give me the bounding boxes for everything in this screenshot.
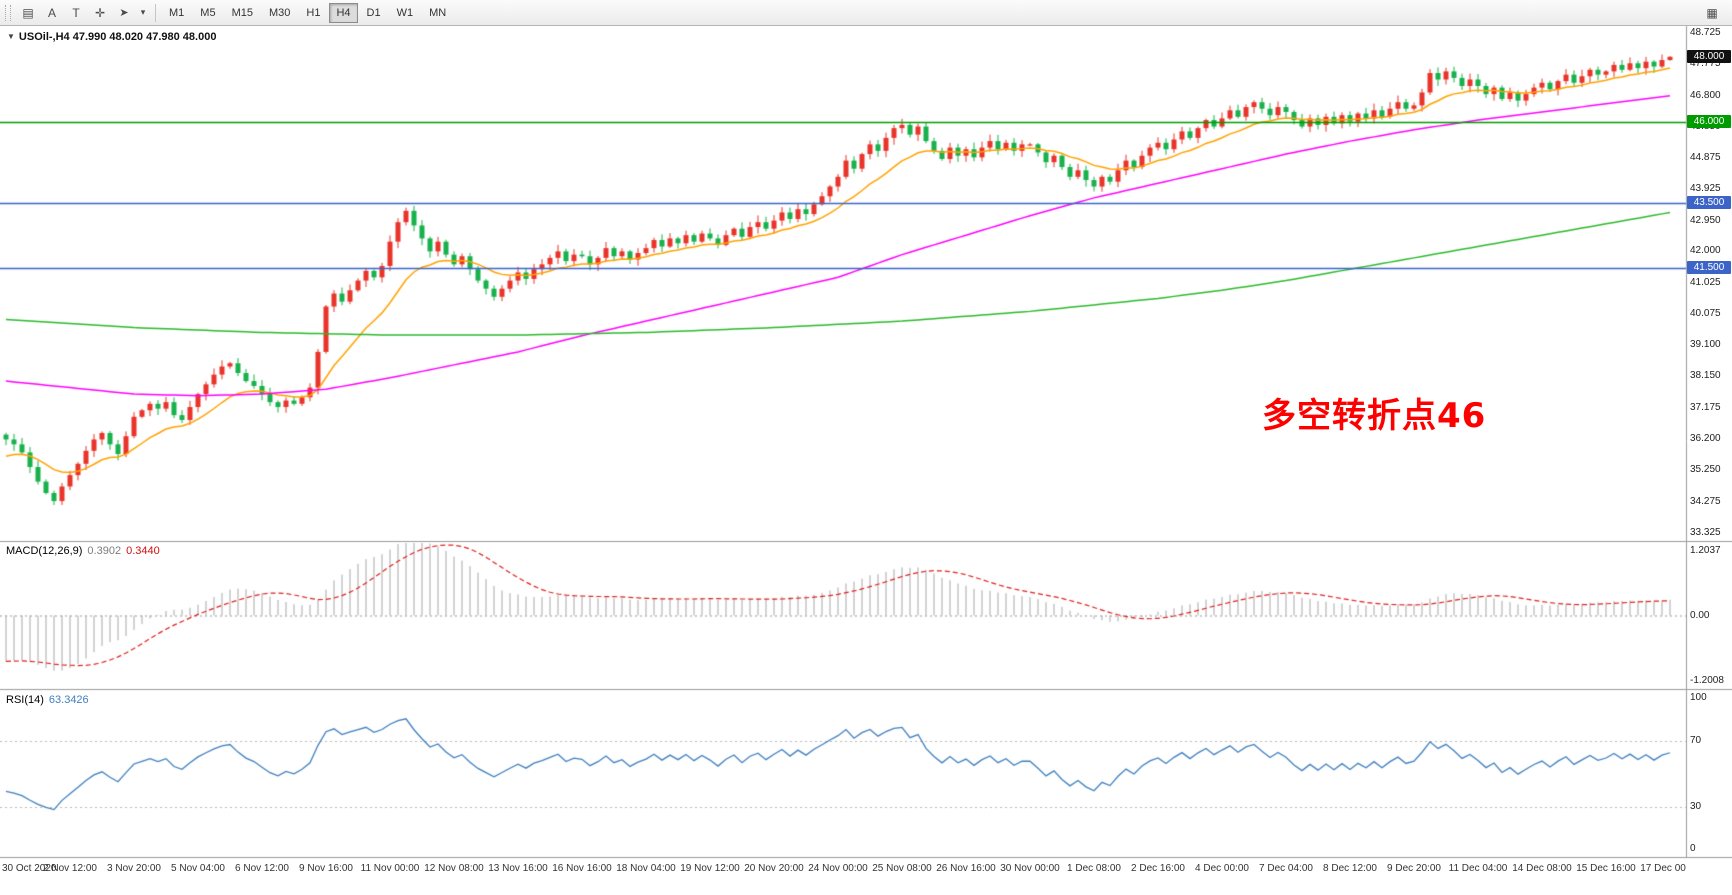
price-axis-label: 42.000 — [1690, 245, 1721, 257]
price-axis[interactable]: 48.72547.77546.80045.85044.87543.92542.9… — [1686, 26, 1732, 858]
time-axis-label: 25 Nov 08:00 — [872, 863, 932, 874]
macd-signal-value: 0.3440 — [126, 545, 160, 557]
time-axis-label: 9 Nov 16:00 — [299, 863, 353, 874]
price-axis-label: 41.025 — [1690, 277, 1721, 288]
price-tag-41.500: 41.500 — [1687, 261, 1731, 275]
quote-line: ▼ USOil-,H4 47.990 48.020 47.980 48.000 — [7, 31, 216, 43]
grid-icon[interactable]: ▦ — [1706, 5, 1718, 20]
price-axis-label: 34.275 — [1690, 495, 1721, 507]
macd-axis-label: -1.2008 — [1690, 675, 1724, 686]
time-axis-label: 11 Dec 04:00 — [1448, 863, 1508, 874]
time-axis-label: 2 Nov 12:00 — [43, 863, 97, 874]
time-axis-label: 4 Dec 00:00 — [1195, 863, 1249, 874]
timeframe-button-m15[interactable]: M15 — [231, 6, 253, 19]
time-axis-label: 18 Nov 04:00 — [616, 863, 676, 874]
price-axis-label: 38.150 — [1690, 370, 1721, 382]
price-axis-label: 36.200 — [1690, 433, 1721, 445]
time-axis-label: 2 Dec 16:00 — [1131, 863, 1185, 874]
price-axis-label: 43.925 — [1690, 182, 1721, 194]
quote-text: USOil-,H4 47.990 48.020 47.980 48.000 — [18, 31, 217, 43]
time-axis-label: 6 Nov 12:00 — [235, 863, 289, 874]
timeframe-button-m5[interactable]: M5 — [200, 6, 216, 19]
timeframe-button-d1[interactable]: D1 — [366, 6, 381, 19]
caret-down-icon[interactable]: ▾ — [140, 7, 146, 17]
tools-group: ▤ A T ✛ ➤ ▾ — [16, 2, 150, 24]
text-tool-icon[interactable]: T — [72, 5, 80, 20]
rsi-axis-label: 0 — [1690, 843, 1696, 854]
toolbar: ▤ A T ✛ ➤ ▾ M1 M5 M15 M30 H1 H4 D1 W1 MN ▦ — [0, 0, 1732, 26]
collapse-triangle-icon[interactable]: ▼ — [7, 32, 15, 41]
time-axis-label: 11 Nov 00:00 — [360, 863, 420, 874]
time-axis-label: 8 Dec 12:00 — [1323, 863, 1377, 874]
rsi-axis-label: 30 — [1690, 800, 1702, 812]
cursor-icon[interactable]: ➤ — [119, 7, 129, 19]
macd-axis-label: 0.00 — [1690, 609, 1710, 621]
timeframe-button-h4[interactable]: H4 — [329, 2, 358, 23]
timeframe-button-mn[interactable]: MN — [429, 6, 447, 19]
price-axis-label: 35.250 — [1690, 464, 1721, 476]
rsi-axis-label: 70 — [1690, 734, 1702, 746]
time-axis-label: 14 Dec 08:00 — [1512, 863, 1572, 874]
time-axis-label: 17 Dec 00:00 — [1640, 863, 1686, 874]
rsi-indicator-label: RSI(14) 63.3426 — [6, 694, 89, 706]
time-axis[interactable]: 30 Oct 2020 2 Nov 12:00 3 Nov 20:00 5 Nov 0… — [0, 858, 1686, 895]
price-tag-43.500: 43.500 — [1687, 196, 1731, 210]
windows-grid-icon[interactable]: ▤ — [22, 5, 34, 20]
time-axis-label: 24 Nov 00:00 — [808, 863, 868, 874]
time-axis-label: 30 Oct 2020 — [2, 863, 57, 874]
price-axis-label: 48.725 — [1690, 27, 1721, 39]
timeframe-button-m1[interactable]: M1 — [169, 6, 185, 19]
price-tag-46.000: 46.000 — [1687, 115, 1731, 129]
time-axis-label: 12 Nov 08:00 — [424, 863, 484, 874]
timeframe-group: M1 M5 M15 M30 H1 H4 D1 W1 MN — [161, 2, 454, 23]
price-axis-label: 37.175 — [1690, 401, 1721, 413]
price-axis-label: 33.325 — [1690, 526, 1721, 538]
crosshair-icon[interactable]: ✛ — [94, 5, 106, 20]
time-axis-label: 30 Nov 00:00 — [1000, 863, 1060, 874]
time-axis-label: 19 Nov 12:00 — [680, 863, 740, 874]
toolbar-separator — [155, 3, 156, 22]
timeframe-button-w1[interactable]: W1 — [396, 6, 414, 19]
timeframe-button-m30[interactable]: M30 — [268, 6, 291, 19]
price-axis-label: 42.950 — [1690, 214, 1721, 226]
macd-value: 0.3902 — [87, 545, 122, 557]
macd-name: MACD(12,26,9) — [6, 545, 83, 557]
macd-indicator-label: MACD(12,26,9) 0.3902 0.3440 — [6, 545, 160, 557]
price-tag-48.000: 48.000 — [1687, 50, 1731, 64]
toolbar-grip[interactable] — [5, 4, 11, 21]
time-axis-label: 20 Nov 20:00 — [744, 863, 804, 874]
time-axis-label: 1 Dec 08:00 — [1067, 863, 1121, 874]
macd-axis-label: 1.2037 — [1690, 545, 1721, 556]
time-axis-label: 13 Nov 16:00 — [488, 863, 548, 874]
price-axis-label: 44.875 — [1690, 152, 1721, 164]
time-axis-label: 15 Dec 16:00 — [1576, 863, 1636, 874]
price-axis-label: 40.075 — [1690, 307, 1721, 319]
price-axis-label: 47.775 — [1690, 58, 1721, 70]
time-axis-label: 5 Nov 04:00 — [171, 863, 225, 874]
rsi-name: RSI(14) — [6, 694, 44, 706]
price-axis-label: 39.100 — [1690, 339, 1721, 351]
annotation-text: 多空转折点46 — [1262, 396, 1487, 436]
time-axis-label: 9 Dec 20:00 — [1387, 863, 1441, 874]
price-axis-label: 46.800 — [1690, 89, 1721, 101]
rsi-axis-label: 100 — [1690, 692, 1707, 703]
time-axis-label: 26 Nov 16:00 — [936, 863, 996, 874]
font-tool-icon[interactable]: A — [47, 5, 56, 20]
time-axis-label: 16 Nov 16:00 — [552, 863, 612, 874]
time-axis-label: 7 Dec 04:00 — [1259, 863, 1313, 874]
timeframe-button-h1[interactable]: H1 — [306, 6, 321, 19]
rsi-value: 63.3426 — [48, 694, 89, 706]
time-axis-label: 3 Nov 20:00 — [107, 863, 161, 874]
